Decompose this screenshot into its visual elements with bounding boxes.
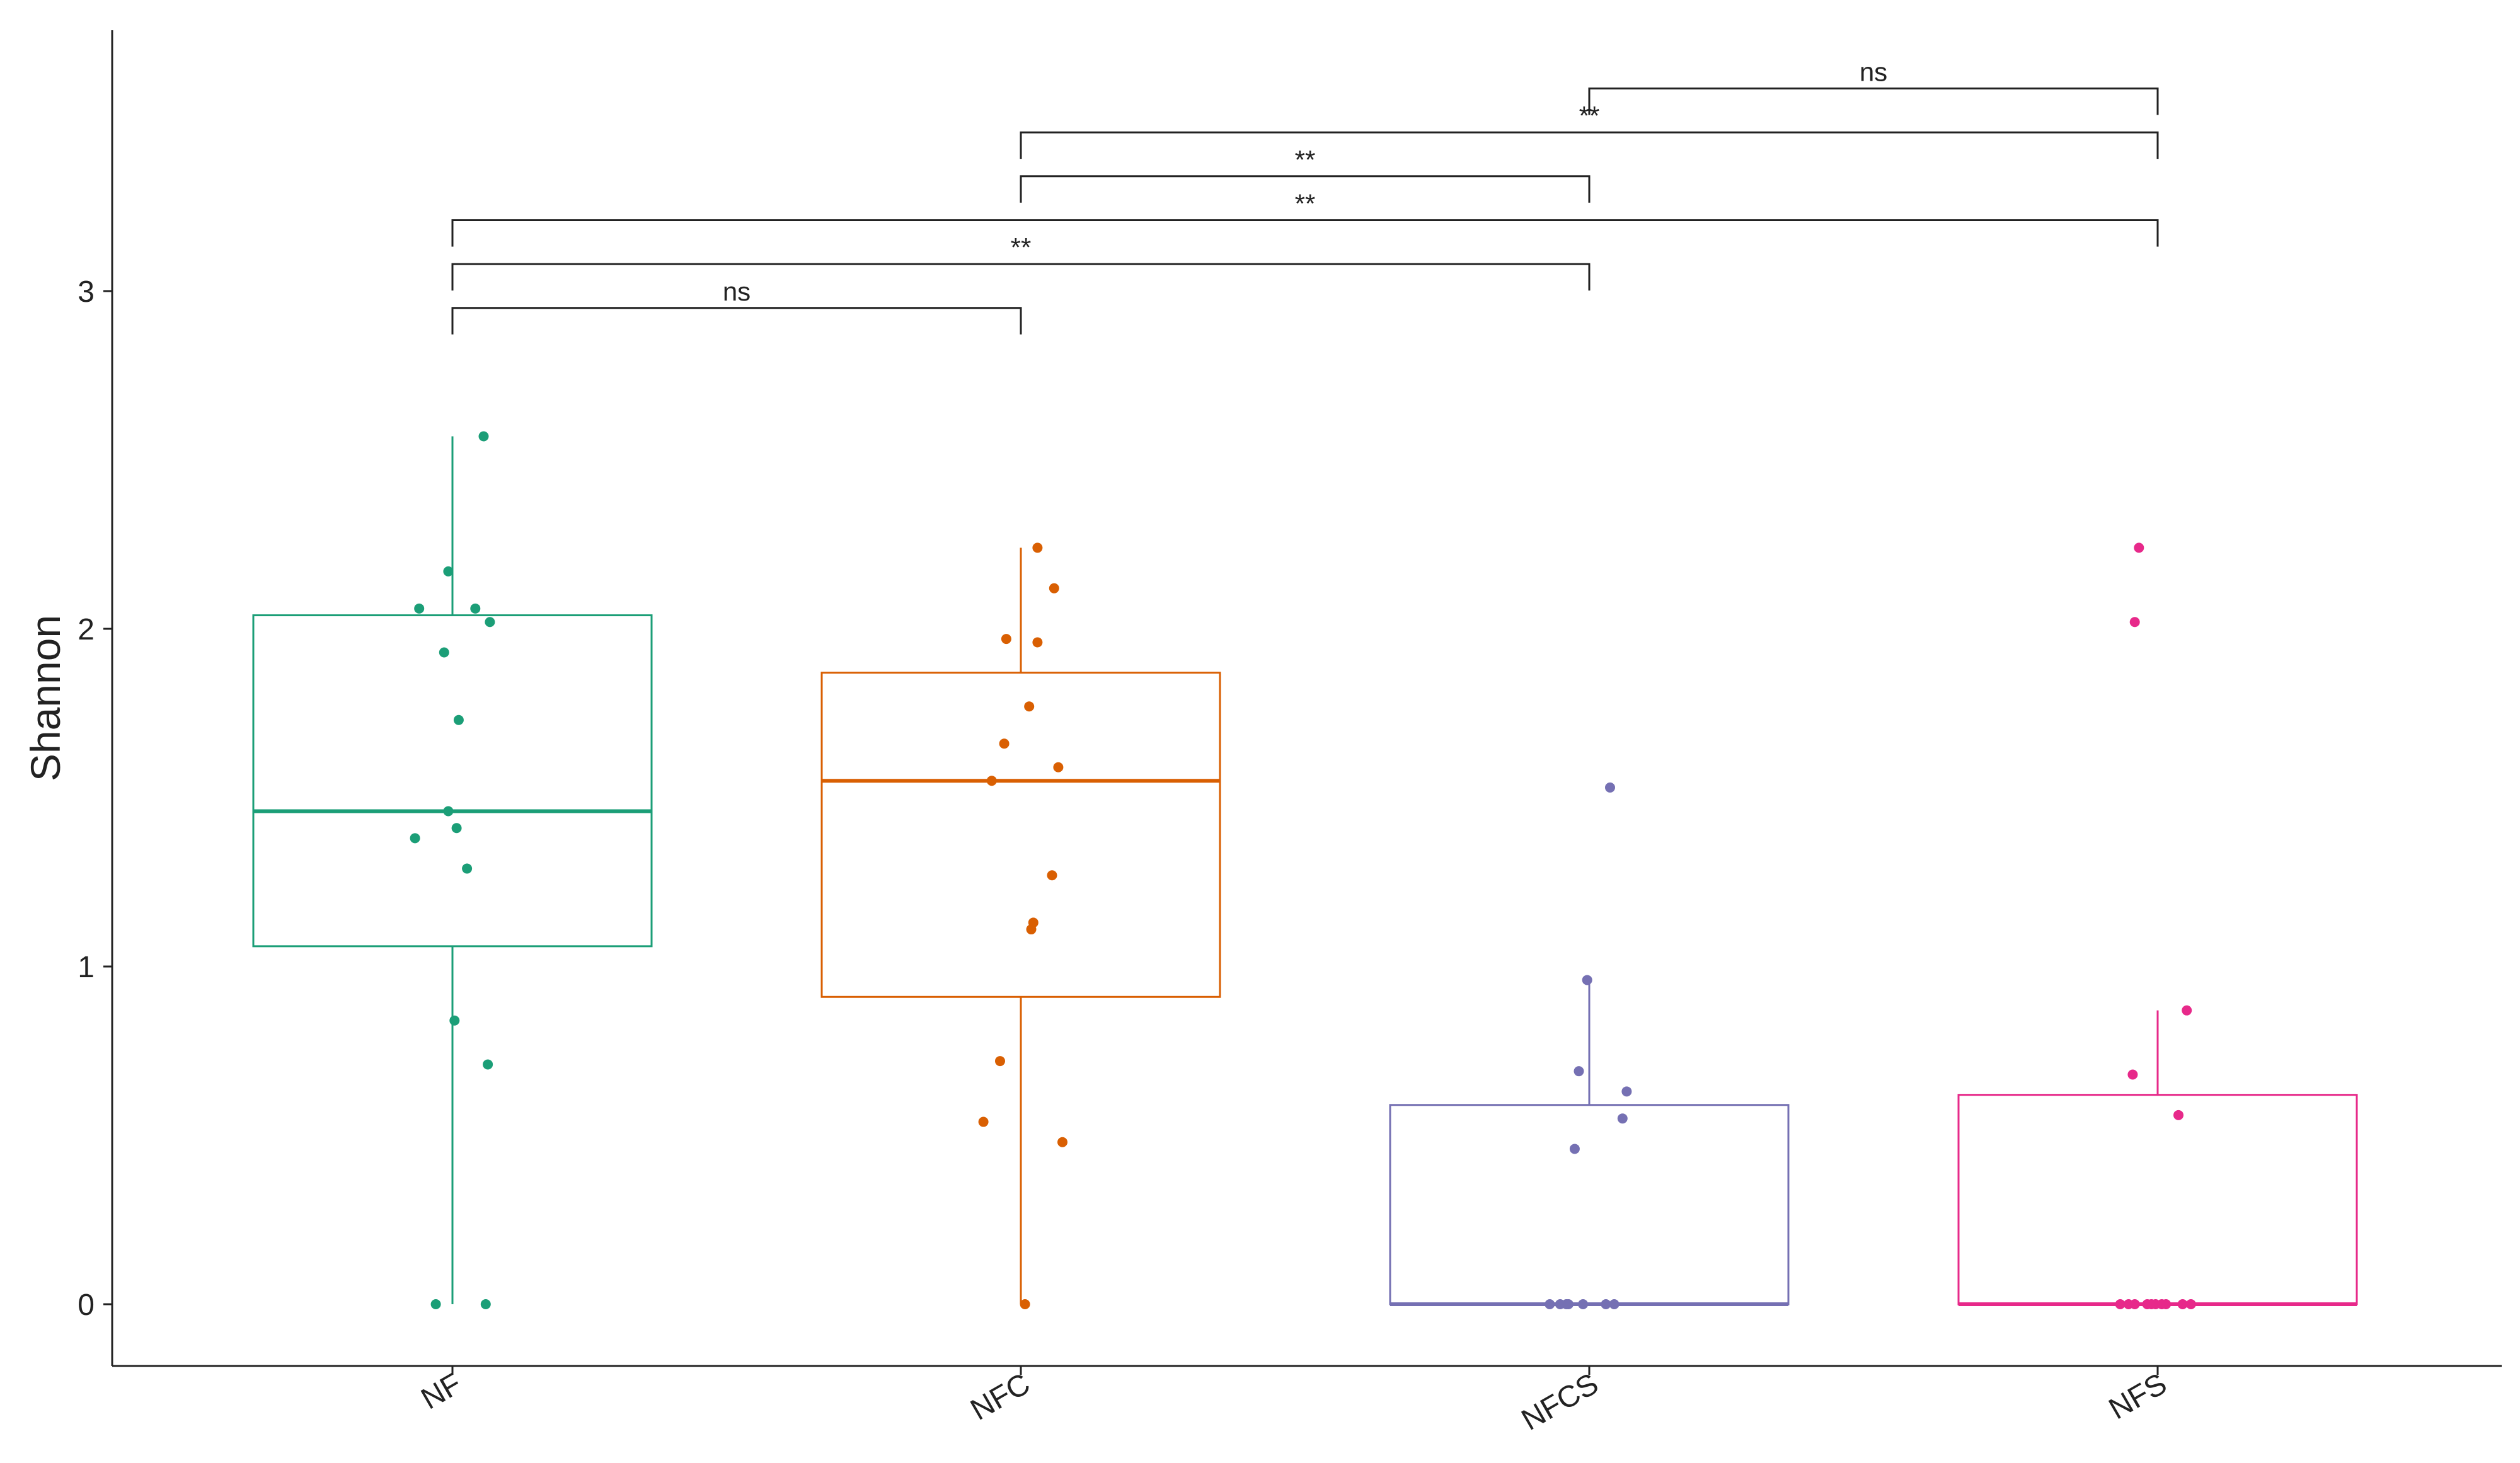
data-point-nfc [1001,634,1011,645]
data-point-nfc [1026,924,1037,935]
data-point-nfs [2173,1110,2183,1120]
data-point-nfs [2185,1299,2196,1309]
box-nf [252,436,653,1304]
bracket-line [1020,131,2159,159]
data-point-nf [439,647,449,658]
data-point-nfcs [1569,1144,1580,1154]
bracket-nf-nfs: ** [451,188,2159,247]
data-point-nfc [1032,637,1043,648]
data-point-nfcs [1601,1299,1611,1309]
data-point-nfc [1024,701,1035,712]
box-iqr [1957,1094,2358,1305]
data-point-nfcs [1609,1299,1620,1309]
bracket-line [1588,87,2159,115]
y-tick-label: 2 [78,613,95,646]
data-point-nf [449,1015,460,1026]
data-point-nfc [995,1056,1005,1067]
data-point-nfc [986,776,997,786]
data-point-nfs [2115,1299,2126,1309]
significance-brackets: ns********ns [451,57,2159,335]
data-point-nf [462,863,473,874]
data-point-nf [430,1299,441,1309]
data-point-nfs [2177,1299,2188,1309]
data-point-nf [470,603,481,614]
bracket-nfc-nfcs: ** [1020,145,1591,203]
y-tick-label: 3 [78,275,95,309]
y-tick-label: 0 [78,1288,95,1322]
box-iqr [252,614,653,948]
data-point-nfc [999,738,1010,749]
box-iqr [1389,1104,1790,1305]
bracket-line [1020,175,1591,203]
data-point-nfcs [1605,782,1615,793]
significance-label: ** [1295,145,1316,175]
bracket-line [451,263,1591,291]
data-point-nfs [2161,1299,2172,1309]
data-point-nfc [1049,583,1059,594]
box-nfs [1957,1010,2358,1306]
data-point-nf [480,1299,491,1309]
data-point-nf [443,806,454,817]
data-point-nfcs [1574,1066,1584,1077]
data-point-nfc [1053,762,1064,772]
y-axis-title: Shannon [22,615,69,781]
data-point-nf [453,714,464,725]
data-point-nfs [2129,1299,2140,1309]
data-point-nf [410,833,420,844]
y-axis-ticks: 0 1 2 3 [78,275,112,1322]
data-point-nfc [978,1116,989,1127]
data-point-nf [414,603,425,614]
data-point-nfcs [1582,975,1592,985]
data-point-nfcs [1621,1086,1632,1097]
data-point-nfc [1057,1137,1067,1147]
data-point-nf [483,1059,493,1070]
data-point-nfcs [1617,1113,1628,1124]
data-point-nfs [2129,617,2140,628]
data-point-nf [478,431,489,442]
bracket-nfcs-nfs: ns [1588,57,2159,115]
data-point-nfc [1020,1299,1030,1309]
box-iqr [820,672,1221,998]
data-point-nf [485,617,495,628]
significance-label: ** [1011,232,1032,262]
significance-label: ns [723,277,751,306]
bracket-line [451,219,2159,247]
bracket-nf-nfcs: ** [451,232,1591,291]
bracket-nf-nfc: ns [451,277,1022,335]
data-point-nfs [2182,1005,2192,1016]
data-point-nfc [1047,870,1057,881]
data-point-nfcs [1578,1299,1589,1309]
data-point-nfc [1032,542,1043,553]
data-point-nf [443,566,454,577]
data-point-nfcs [1563,1299,1574,1309]
data-point-nfs [2127,1069,2138,1080]
data-point-nfs [2134,542,2144,553]
boxes-layer [252,436,2358,1306]
data-point-nfcs [1545,1299,1555,1309]
y-tick-label: 1 [78,951,95,984]
points-layer [410,431,2196,1309]
data-point-nf [451,823,462,834]
box-nfc [820,548,1221,1304]
significance-label: ns [1860,57,1887,86]
significance-label: ** [1295,188,1316,218]
bracket-line [451,307,1022,335]
box-nfcs [1389,980,1790,1306]
